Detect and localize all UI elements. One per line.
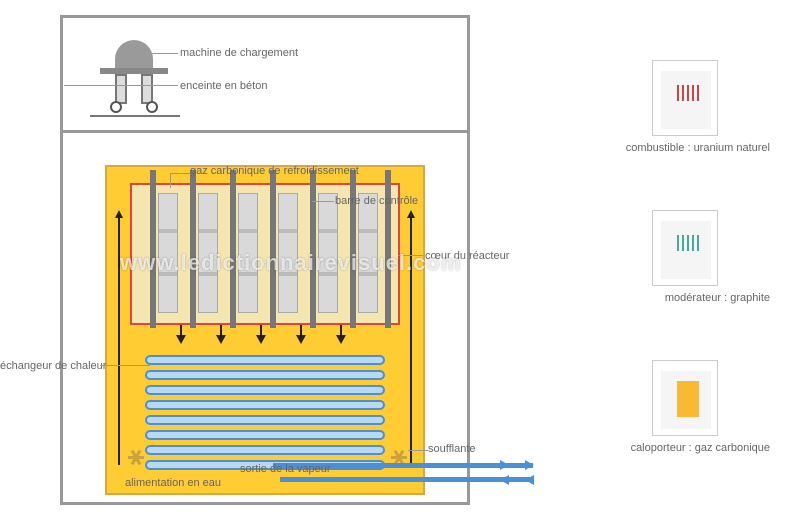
reactor-diagram: machine de chargement enceinte en béton … — [30, 15, 530, 505]
pipe-arrow-icon — [525, 460, 534, 470]
leader-line — [170, 173, 171, 188]
leader-line — [312, 201, 334, 202]
control-rod — [310, 170, 316, 328]
leader-line — [100, 365, 150, 366]
control-rod — [270, 170, 276, 328]
label-steam-out: sortie de la vapeur — [240, 463, 331, 475]
control-rod — [230, 170, 236, 328]
pipe-arrow-icon — [525, 475, 534, 485]
floor-separator — [63, 130, 467, 133]
legend-sidebar: combustible : uranium naturel modérateur… — [570, 60, 770, 510]
rail — [90, 115, 180, 117]
heat-exchanger-coil — [145, 400, 385, 410]
control-rod — [385, 170, 391, 328]
control-rod — [350, 170, 356, 328]
label-control-rod: barre de contrôle — [335, 195, 418, 207]
legend-label: combustible : uranium naturel — [570, 142, 770, 154]
label-containment: enceinte en béton — [180, 80, 267, 92]
label-loader: machine de chargement — [180, 47, 298, 59]
legend-label: modérateur : graphite — [570, 292, 770, 304]
label-coolant: gaz carbonique de refroidissement — [190, 165, 359, 177]
label-water-in: alimentation en eau — [125, 477, 221, 489]
steam-out-pipe — [280, 477, 530, 482]
leader-line — [64, 85, 178, 86]
legend-thumb — [652, 60, 718, 136]
control-rod — [190, 170, 196, 328]
watermark: www.ledictionnairevisuel.com — [120, 250, 461, 276]
heat-exchanger-coil — [145, 355, 385, 365]
wheel-icon — [146, 101, 158, 113]
control-rod — [150, 170, 156, 328]
label-heat-exchanger: échangeur de chaleur — [0, 360, 100, 372]
label-blower: soufflante — [428, 443, 476, 455]
heat-exchanger-coil — [145, 445, 385, 455]
legend-item-moderator: modérateur : graphite — [570, 210, 770, 340]
legend-item-coolant: caloporteur : gaz carbonique — [570, 360, 770, 490]
legend-item-fuel: combustible : uranium naturel — [570, 60, 770, 190]
pipe-arrow-icon — [500, 460, 509, 470]
heat-exchanger-coil — [145, 385, 385, 395]
blower-icon — [125, 445, 147, 467]
legend-label: caloporteur : gaz carbonique — [570, 442, 770, 454]
wheel-icon — [110, 101, 122, 113]
leader-line — [170, 173, 190, 174]
leader-line — [408, 450, 428, 451]
legend-thumb — [652, 360, 718, 436]
loader-legs — [110, 74, 158, 104]
heat-exchanger-coil — [145, 430, 385, 440]
pipe-arrow-icon — [500, 475, 509, 485]
heat-exchanger-coil — [145, 415, 385, 425]
heat-exchanger-coil — [145, 370, 385, 380]
leader-line — [152, 53, 178, 54]
legend-thumb — [652, 210, 718, 286]
